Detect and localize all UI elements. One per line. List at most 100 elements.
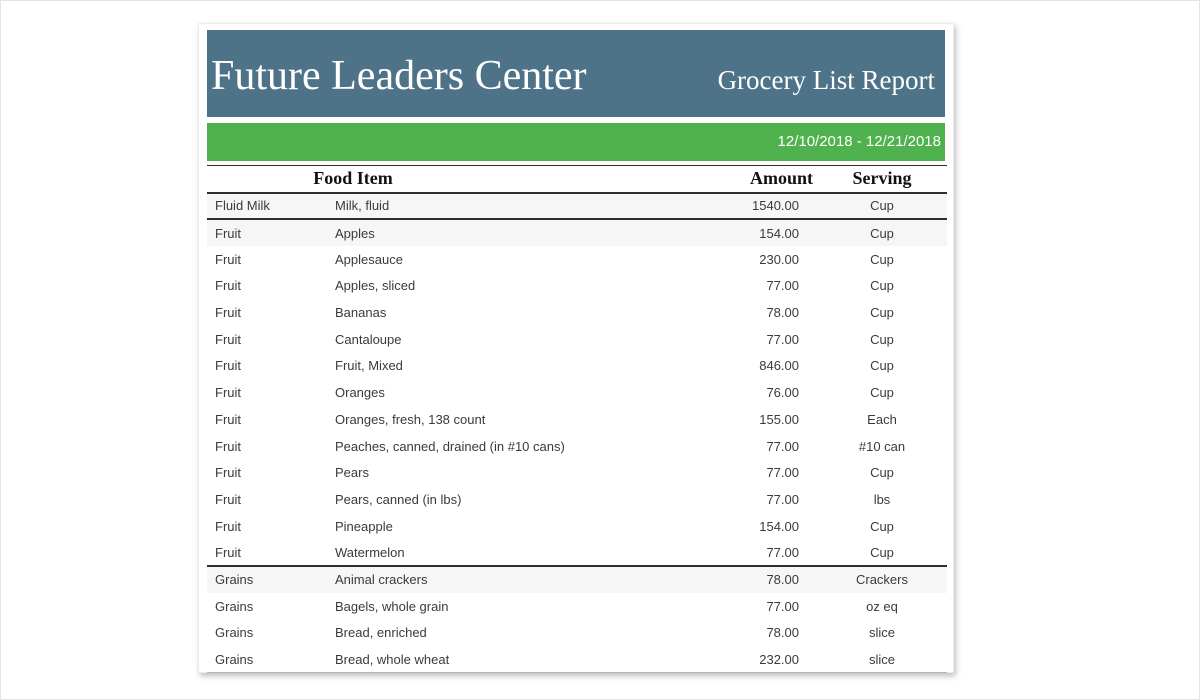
food-item-cell: Apples — [335, 218, 707, 246]
amount-cell: 77.00 — [766, 278, 799, 294]
food-item-cell: Pears, canned (in lbs) — [335, 491, 462, 507]
food-item-cell: Bananas — [335, 305, 387, 321]
category-cell: Fruit — [215, 278, 241, 294]
amount-cell: 154.00 — [759, 518, 799, 534]
category-cell: Fruit — [215, 465, 241, 481]
food-item-cell: Fruit, Mixed — [335, 358, 403, 374]
food-item-cell: Applesauce — [335, 251, 403, 267]
table-row: Fruit Apples 154.00 Cup — [207, 218, 947, 246]
table-row: Fruit Cantaloupe 77.00 Cup — [207, 326, 947, 353]
amount-cell: 77.00 — [766, 544, 799, 560]
serving-cell: Cup — [817, 191, 947, 220]
table-row: Fruit Oranges, fresh, 138 count 155.00 E… — [207, 406, 947, 433]
table-row: Fruit Oranges 76.00 Cup — [207, 379, 947, 406]
amount-cell: 77.00 — [766, 491, 799, 507]
category-cell: Fruit — [215, 251, 241, 267]
grocery-table-body: Fluid Milk Milk, fluid 1540.00 Cup Fruit… — [207, 191, 947, 674]
category-cell: Fluid Milk — [207, 191, 335, 220]
serving-cell: slice — [817, 646, 947, 674]
table-row: Fruit Fruit, Mixed 846.00 Cup — [207, 353, 947, 380]
food-item-cell: Watermelon — [335, 544, 405, 560]
serving-cell: Cup — [870, 305, 894, 321]
date-range-bar: 12/10/2018 - 12/21/2018 — [207, 123, 945, 161]
category-cell: Grains — [207, 646, 335, 674]
table-row: Fluid Milk Milk, fluid 1540.00 Cup — [207, 191, 947, 220]
food-item-cell: Bagels, whole grain — [335, 598, 449, 614]
serving-cell: Cup — [870, 544, 894, 560]
table-row: Grains Animal crackers 78.00 Crackers — [207, 565, 947, 593]
serving-cell: Cup — [870, 251, 894, 267]
amount-cell: 76.00 — [766, 385, 799, 401]
category-cell: Fruit — [215, 544, 241, 560]
table-row: Fruit Pineapple 154.00 Cup — [207, 513, 947, 540]
category-cell: Grains — [215, 598, 254, 614]
food-item-cell: Oranges — [335, 385, 385, 401]
category-cell: Grains — [207, 565, 335, 593]
table-row: Fruit Pears 77.00 Cup — [207, 459, 947, 486]
table-row: Grains Bagels, whole grain 77.00 oz eq — [207, 593, 947, 620]
serving-cell: Cup — [870, 465, 894, 481]
amount-cell: 77.00 — [766, 331, 799, 347]
column-header-serving: Serving — [817, 165, 947, 194]
amount-cell: 77.00 — [766, 438, 799, 454]
grocery-table: Food Item Amount Serving Fluid Milk Milk… — [207, 165, 947, 674]
report-title: Grocery List Report — [717, 65, 935, 95]
amount-cell: 78.00 — [707, 565, 817, 593]
food-item-cell: Pineapple — [335, 518, 393, 534]
serving-cell: lbs — [873, 491, 891, 507]
table-row: Fruit Apples, sliced 77.00 Cup — [207, 273, 947, 300]
serving-cell: Each — [867, 411, 897, 427]
org-title: Future Leaders Center — [211, 53, 587, 99]
table-header-row: Food Item Amount Serving — [207, 165, 947, 194]
category-cell: Fruit — [215, 305, 241, 321]
category-cell: Fruit — [215, 358, 241, 374]
food-item-cell: Bread, whole wheat — [335, 646, 707, 674]
category-cell: Fruit — [207, 218, 335, 246]
amount-cell: 1540.00 — [707, 191, 817, 220]
food-item-cell: Milk, fluid — [335, 191, 707, 220]
food-item-cell: Oranges, fresh, 138 count — [335, 411, 486, 427]
serving-cell: Cup — [870, 518, 894, 534]
table-row: Fruit Pears, canned (in lbs) 77.00 lbs — [207, 486, 947, 513]
serving-cell: Cup — [870, 278, 894, 294]
amount-cell: 77.00 — [766, 598, 799, 614]
category-cell: Fruit — [215, 385, 241, 401]
category-cell: Fruit — [215, 411, 241, 427]
food-item-cell: Apples, sliced — [335, 278, 416, 294]
category-cell: Fruit — [215, 331, 241, 347]
table-row: Fruit Peaches, canned, drained (in #10 c… — [207, 433, 947, 460]
table-row: Fruit Watermelon 77.00 Cup — [207, 539, 947, 566]
category-cell: Fruit — [215, 491, 241, 507]
amount-cell: 155.00 — [759, 411, 799, 427]
serving-cell: Cup — [817, 218, 947, 246]
amount-cell: 78.00 — [766, 625, 799, 641]
amount-cell: 230.00 — [759, 251, 799, 267]
food-item-cell: Peaches, canned, drained (in #10 cans) — [335, 438, 565, 454]
amount-cell: 232.00 — [707, 646, 817, 674]
table-row: Grains Bread, whole wheat 232.00 slice — [207, 646, 947, 674]
serving-cell: Cup — [870, 331, 894, 347]
serving-cell: #10 can — [858, 438, 906, 454]
food-item-cell: Pears — [335, 465, 369, 481]
serving-cell: Cup — [870, 385, 894, 401]
report-header: Future Leaders Center Grocery List Repor… — [207, 30, 945, 117]
column-header-food-item: Food Item — [207, 165, 707, 194]
category-cell: Fruit — [215, 518, 241, 534]
date-range-text: 12/10/2018 - 12/21/2018 — [777, 133, 941, 150]
amount-cell: 846.00 — [759, 358, 799, 374]
report-page: Future Leaders Center Grocery List Repor… — [198, 23, 954, 674]
serving-cell: Crackers — [817, 565, 947, 593]
table-row: Grains Bread, enriched 78.00 slice — [207, 620, 947, 647]
food-item-cell: Cantaloupe — [335, 331, 402, 347]
serving-cell: slice — [868, 625, 895, 641]
serving-cell: Cup — [870, 358, 894, 374]
table-row: Fruit Bananas 78.00 Cup — [207, 299, 947, 326]
column-header-amount: Amount — [707, 165, 817, 194]
food-item-cell: Bread, enriched — [335, 625, 427, 641]
amount-cell: 78.00 — [766, 305, 799, 321]
category-cell: Grains — [215, 625, 254, 641]
amount-cell: 154.00 — [707, 218, 817, 246]
serving-cell: oz eq — [866, 598, 898, 614]
category-cell: Fruit — [215, 438, 241, 454]
